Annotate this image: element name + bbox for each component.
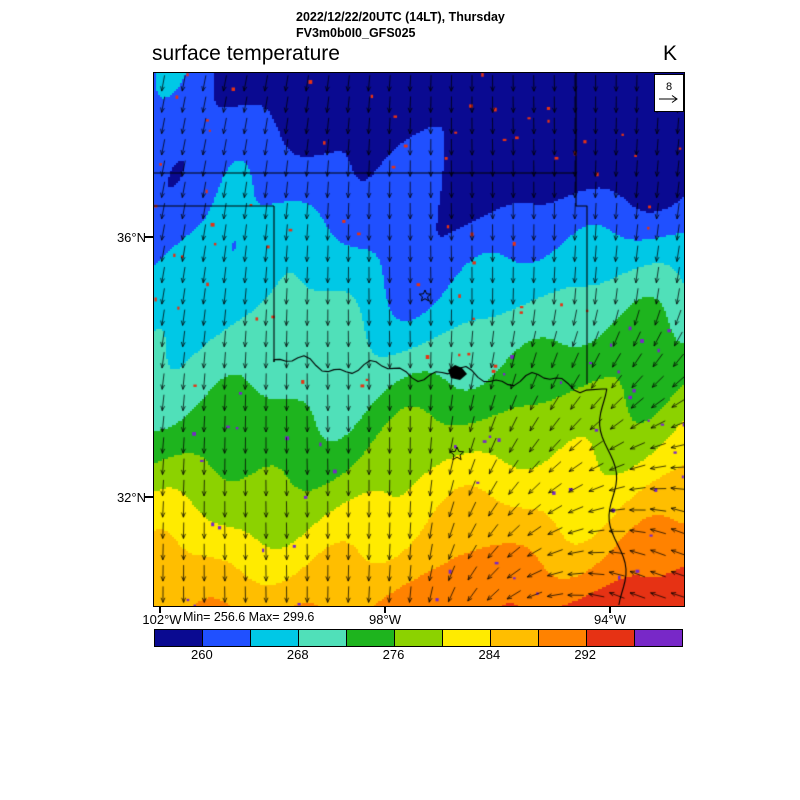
colorbar-segment: [538, 630, 586, 646]
lon-label-94w: 94°W: [594, 612, 626, 627]
colorbar-tick-label: 276: [382, 647, 405, 662]
plot-title-datetime: 2022/12/22/20UTC (14LT), Thursday: [296, 10, 505, 24]
lon-tick-102w: [159, 606, 161, 613]
wind-reference-box: 8: [654, 74, 684, 112]
map-plot-area: [153, 72, 685, 607]
wind-reference-arrow-icon: [659, 95, 678, 103]
lon-tick-94w: [609, 606, 611, 613]
temperature-field-canvas: [154, 73, 684, 606]
colorbar-segment: [634, 630, 682, 646]
units-label: K: [663, 42, 678, 65]
colorbar-segment: [202, 630, 250, 646]
colorbar-tick-label: 260: [191, 647, 213, 662]
colorbar-segment: [155, 630, 202, 646]
wind-reference-value: 8: [665, 81, 673, 93]
colorbar-segment: [394, 630, 442, 646]
lat-label-32n: 32°N: [116, 490, 146, 505]
variable-label: surface temperature: [152, 42, 340, 65]
colorbar-segment: [490, 630, 538, 646]
colorbar-tick-label: 284: [478, 647, 501, 662]
lat-tick-32n: [145, 496, 153, 498]
colorbar-segment: [346, 630, 394, 646]
colorbar-segment: [250, 630, 298, 646]
colorbar-segment: [298, 630, 346, 646]
lon-label-98w: 98°W: [369, 612, 401, 627]
colorbar-segment: [442, 630, 490, 646]
colorbar-tick-label: 268: [286, 647, 309, 662]
colorbar: [154, 629, 683, 647]
plot-title-model: FV3m0b0I0_GFS025: [296, 26, 416, 40]
colorbar-tick-label: 292: [574, 647, 597, 662]
lat-tick-36n: [145, 236, 153, 238]
min-max-stats: Min= 256.6 Max= 299.6: [183, 610, 315, 624]
colorbar-segment: [586, 630, 634, 646]
lon-tick-98w: [384, 606, 386, 613]
lat-label-36n: 36°N: [116, 230, 146, 245]
lon-label-102w: 102°W: [142, 612, 182, 627]
